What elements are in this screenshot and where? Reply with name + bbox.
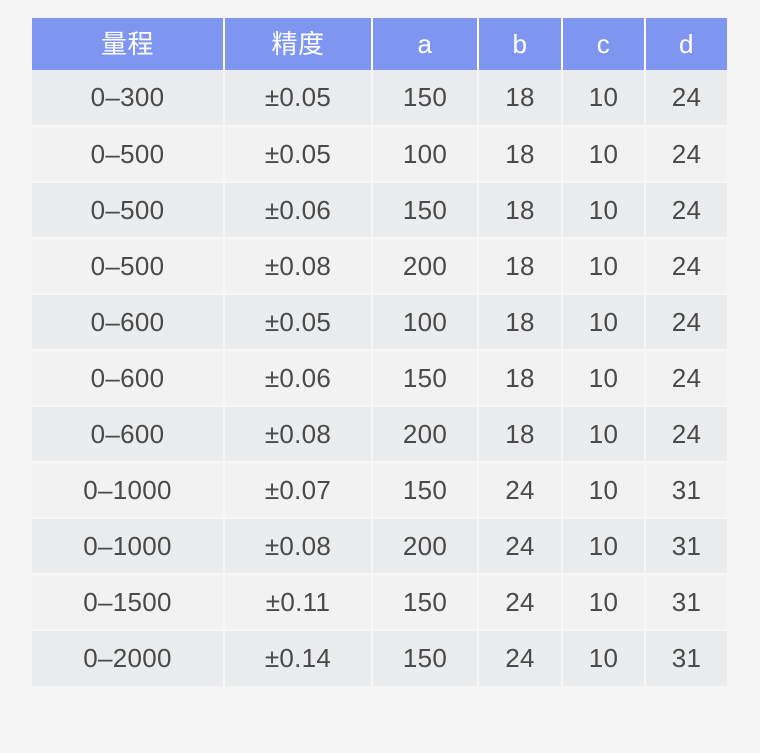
cell-b: 18 <box>478 350 563 407</box>
cell-c: 10 <box>562 238 646 295</box>
cell-c: 10 <box>562 294 646 351</box>
cell-d: 24 <box>645 238 727 295</box>
cell-accuracy: ±0.14 <box>224 630 373 686</box>
cell-b: 18 <box>478 126 563 183</box>
cell-a: 200 <box>372 238 479 295</box>
cell-range: 0–1000 <box>32 518 225 575</box>
cell-a: 150 <box>372 70 479 127</box>
table-row: 0–2000 ±0.14 150 24 10 31 <box>32 630 727 686</box>
cell-range: 0–300 <box>32 70 225 127</box>
cell-b: 18 <box>478 238 563 295</box>
cell-a: 100 <box>372 126 479 183</box>
cell-accuracy: ±0.11 <box>224 574 373 631</box>
cell-accuracy: ±0.08 <box>224 406 373 463</box>
cell-c: 10 <box>562 406 646 463</box>
cell-b: 24 <box>478 574 563 631</box>
cell-d: 31 <box>645 462 727 519</box>
cell-d: 24 <box>645 406 727 463</box>
cell-d: 24 <box>645 350 727 407</box>
column-header-c[interactable]: c <box>562 18 646 70</box>
column-header-d[interactable]: d <box>645 18 727 70</box>
cell-c: 10 <box>562 182 646 239</box>
column-header-accuracy[interactable]: 精度 <box>224 18 373 70</box>
cell-b: 24 <box>478 462 563 519</box>
column-header-b[interactable]: b <box>478 18 563 70</box>
cell-b: 18 <box>478 294 563 351</box>
table-row: 0–1500 ±0.11 150 24 10 31 <box>32 574 727 631</box>
cell-a: 150 <box>372 462 479 519</box>
cell-d: 24 <box>645 70 727 127</box>
cell-accuracy: ±0.05 <box>224 126 373 183</box>
spec-table: 量程 精度 a b c d 0–300 ±0.05 150 18 10 24 0–500 ±0… <box>32 18 727 686</box>
cell-range: 0–600 <box>32 294 225 351</box>
cell-a: 150 <box>372 182 479 239</box>
cell-a: 150 <box>372 574 479 631</box>
table-body: 0–300 ±0.05 150 18 10 24 0–500 ±0.05 100 18 10 24 0–… <box>32 70 727 686</box>
cell-accuracy: ±0.05 <box>224 294 373 351</box>
column-header-a[interactable]: a <box>372 18 479 70</box>
cell-d: 31 <box>645 630 727 686</box>
column-header-range[interactable]: 量程 <box>32 18 225 70</box>
cell-range: 0–500 <box>32 126 225 183</box>
cell-b: 24 <box>478 630 563 686</box>
cell-a: 200 <box>372 406 479 463</box>
cell-accuracy: ±0.06 <box>224 350 373 407</box>
cell-c: 10 <box>562 462 646 519</box>
cell-range: 0–600 <box>32 406 225 463</box>
table-row: 0–1000 ±0.08 200 24 10 31 <box>32 518 727 575</box>
table-header-row: 量程 精度 a b c d <box>32 18 727 70</box>
cell-range: 0–500 <box>32 182 225 239</box>
table-row: 0–600 ±0.05 100 18 10 24 <box>32 294 727 351</box>
cell-accuracy: ±0.05 <box>224 70 373 127</box>
cell-c: 10 <box>562 518 646 575</box>
cell-accuracy: ±0.08 <box>224 238 373 295</box>
table-header: 量程 精度 a b c d <box>32 18 727 70</box>
cell-d: 31 <box>645 574 727 631</box>
cell-range: 0–500 <box>32 238 225 295</box>
cell-accuracy: ±0.06 <box>224 182 373 239</box>
table-row: 0–500 ±0.08 200 18 10 24 <box>32 238 727 295</box>
cell-d: 24 <box>645 182 727 239</box>
cell-a: 150 <box>372 350 479 407</box>
table-row: 0–600 ±0.08 200 18 10 24 <box>32 406 727 463</box>
table-row: 0–1000 ±0.07 150 24 10 31 <box>32 462 727 519</box>
cell-d: 31 <box>645 518 727 575</box>
cell-d: 24 <box>645 126 727 183</box>
cell-range: 0–600 <box>32 350 225 407</box>
cell-a: 100 <box>372 294 479 351</box>
cell-c: 10 <box>562 574 646 631</box>
cell-b: 18 <box>478 70 563 127</box>
cell-range: 0–1000 <box>32 462 225 519</box>
cell-b: 24 <box>478 518 563 575</box>
cell-c: 10 <box>562 70 646 127</box>
cell-c: 10 <box>562 630 646 686</box>
cell-a: 200 <box>372 518 479 575</box>
cell-c: 10 <box>562 126 646 183</box>
cell-accuracy: ±0.08 <box>224 518 373 575</box>
cell-b: 18 <box>478 182 563 239</box>
cell-range: 0–1500 <box>32 574 225 631</box>
table-row: 0–500 ±0.05 100 18 10 24 <box>32 126 727 183</box>
table-row: 0–300 ±0.05 150 18 10 24 <box>32 70 727 127</box>
table-row: 0–600 ±0.06 150 18 10 24 <box>32 350 727 407</box>
cell-d: 24 <box>645 294 727 351</box>
cell-a: 150 <box>372 630 479 686</box>
cell-range: 0–2000 <box>32 630 225 686</box>
cell-accuracy: ±0.07 <box>224 462 373 519</box>
table-row: 0–500 ±0.06 150 18 10 24 <box>32 182 727 239</box>
cell-c: 10 <box>562 350 646 407</box>
cell-b: 18 <box>478 406 563 463</box>
